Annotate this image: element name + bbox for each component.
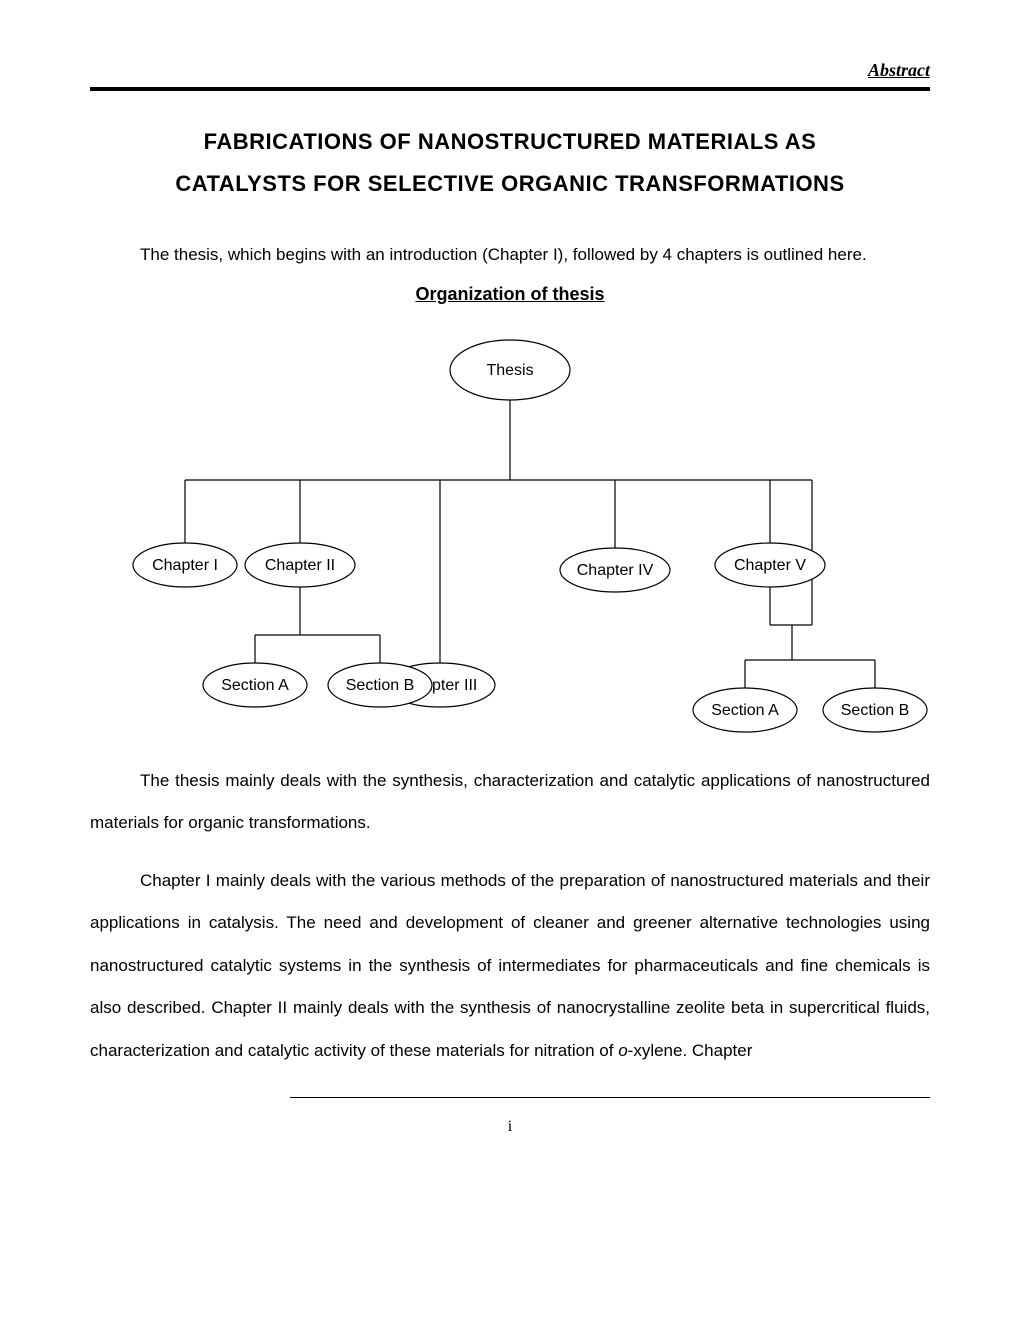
svg-text:Chapter II: Chapter II: [265, 557, 335, 574]
title-line-1: FABRICATIONS OF NANOSTRUCTURED MATERIALS…: [204, 129, 817, 154]
top-rule: [90, 87, 930, 91]
body-paragraph-1: The thesis mainly deals with the synthes…: [90, 760, 930, 845]
body-paragraph-2: Chapter I mainly deals with the various …: [90, 860, 930, 1073]
title-line-2: CATALYSTS FOR SELECTIVE ORGANIC TRANSFOR…: [175, 171, 844, 196]
diagram-svg: ThesisChapter IChapter IIChapter IIIChap…: [90, 315, 930, 745]
page-title: FABRICATIONS OF NANOSTRUCTURED MATERIALS…: [90, 121, 930, 205]
bottom-rule: [290, 1097, 930, 1098]
svg-text:Chapter I: Chapter I: [152, 557, 218, 574]
svg-text:Section B: Section B: [346, 677, 414, 694]
para2-italic: o: [618, 1041, 627, 1060]
header-label: Abstract: [90, 60, 930, 81]
svg-text:Chapter IV: Chapter IV: [577, 562, 654, 579]
intro-paragraph: The thesis, which begins with an introdu…: [90, 235, 930, 274]
para2-text-a: Chapter I mainly deals with the various …: [90, 871, 930, 1060]
svg-text:Section A: Section A: [711, 702, 779, 719]
svg-text:Section A: Section A: [221, 677, 289, 694]
svg-text:Chapter V: Chapter V: [734, 557, 806, 574]
para2-text-b: -xylene. Chapter: [628, 1041, 753, 1060]
svg-text:Section B: Section B: [841, 702, 909, 719]
diagram-nodes: ThesisChapter IChapter IIChapter IIIChap…: [133, 340, 927, 732]
svg-text:Thesis: Thesis: [486, 362, 533, 379]
thesis-organization-diagram: ThesisChapter IChapter IIChapter IIIChap…: [90, 315, 930, 745]
organization-heading: Organization of thesis: [90, 284, 930, 305]
page-number: i: [90, 1118, 930, 1136]
